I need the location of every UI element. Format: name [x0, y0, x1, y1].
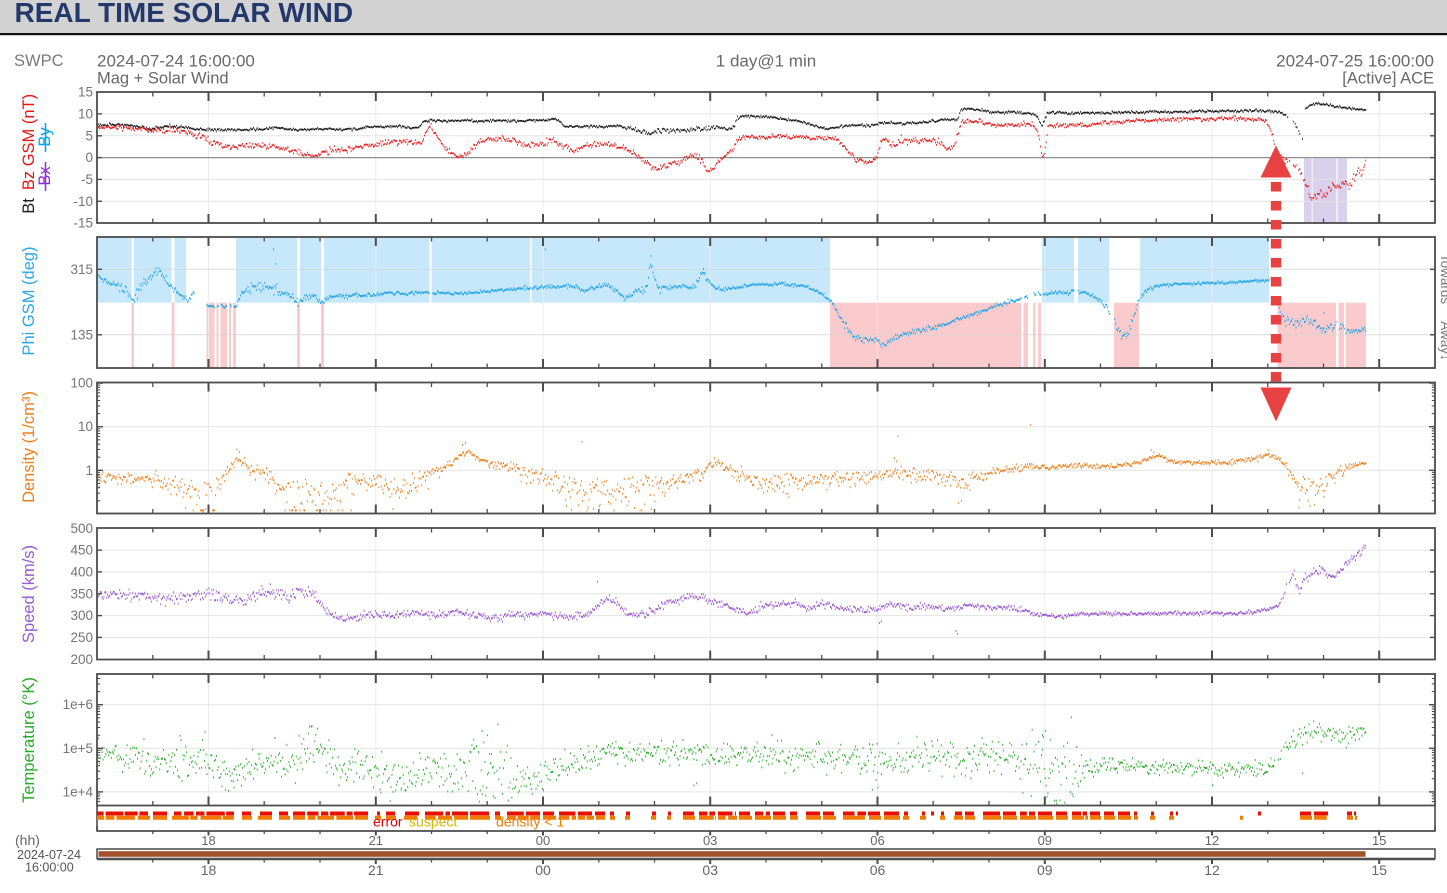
svg-text:09: 09 — [1038, 833, 1052, 848]
svg-text:06: 06 — [870, 833, 884, 848]
svg-text:315: 315 — [70, 262, 93, 277]
svg-text:-15: -15 — [73, 216, 93, 231]
svg-text:Bz GSM (nT): Bz GSM (nT) — [20, 94, 38, 190]
svg-text:Mag + Solar Wind: Mag + Solar Wind — [97, 70, 229, 88]
svg-text:09: 09 — [1037, 862, 1053, 878]
svg-text:2024-07-24 16:00:00: 2024-07-24 16:00:00 — [97, 52, 255, 71]
svg-text:Away↓: Away↓ — [1438, 321, 1447, 361]
svg-text:10: 10 — [78, 106, 93, 121]
svg-text:15: 15 — [1372, 833, 1386, 848]
svg-text:12: 12 — [1204, 862, 1220, 878]
svg-text:10: 10 — [78, 419, 93, 434]
svg-text:REAL TIME SOLAR WIND: REAL TIME SOLAR WIND — [15, 0, 354, 28]
svg-text:Towards: Towards — [1438, 254, 1447, 305]
svg-text:1e+5: 1e+5 — [63, 741, 93, 756]
svg-text:03: 03 — [702, 862, 718, 878]
svg-text:2024-07-25 16:00:00: 2024-07-25 16:00:00 — [1276, 52, 1434, 71]
svg-text:250: 250 — [70, 630, 93, 645]
svg-text:Phi GSM (deg): Phi GSM (deg) — [20, 246, 38, 355]
svg-text:200: 200 — [70, 652, 93, 667]
svg-text:(hh): (hh) — [15, 832, 40, 848]
svg-text:5: 5 — [85, 128, 93, 143]
svg-text:00: 00 — [536, 833, 550, 848]
svg-text:00: 00 — [535, 862, 551, 878]
svg-text:-10: -10 — [73, 194, 93, 209]
svg-text:suspect: suspect — [409, 814, 457, 830]
svg-text:15: 15 — [1371, 862, 1387, 878]
svg-text:1e+6: 1e+6 — [63, 697, 93, 712]
svg-text:06: 06 — [870, 862, 886, 878]
svg-text:1: 1 — [85, 463, 93, 478]
svg-text:Speed (km/s): Speed (km/s) — [20, 545, 38, 643]
svg-text:Bt: Bt — [20, 198, 38, 214]
svg-text:350: 350 — [70, 586, 93, 601]
svg-text:500: 500 — [70, 521, 93, 536]
svg-text:12: 12 — [1205, 833, 1219, 848]
svg-text:21: 21 — [369, 833, 383, 848]
svg-text:100: 100 — [70, 376, 93, 391]
svg-text:450: 450 — [70, 543, 93, 558]
svg-text:1 day@1 min: 1 day@1 min — [716, 52, 816, 71]
svg-text:21: 21 — [368, 862, 384, 878]
svg-text:03: 03 — [703, 833, 717, 848]
svg-text:18: 18 — [201, 833, 215, 848]
svg-text:density < 1: density < 1 — [496, 814, 564, 830]
svg-text:2024-07-24: 2024-07-24 — [17, 848, 81, 862]
svg-text:-5: -5 — [81, 172, 93, 187]
svg-text:Temperature (°K): Temperature (°K) — [20, 677, 38, 803]
svg-text:Density (1/cm³): Density (1/cm³) — [20, 391, 38, 503]
svg-text:1e+4: 1e+4 — [63, 784, 94, 799]
svg-text:135: 135 — [70, 327, 93, 342]
svg-text:error: error — [373, 814, 403, 830]
svg-text:400: 400 — [70, 564, 93, 579]
svg-text:300: 300 — [70, 608, 93, 623]
svg-text:18: 18 — [201, 862, 217, 878]
svg-text:SWPC: SWPC — [14, 52, 64, 70]
svg-text:0: 0 — [85, 150, 93, 165]
svg-text:16:00:00: 16:00:00 — [25, 861, 74, 875]
svg-text:[Active] ACE: [Active] ACE — [1342, 70, 1434, 88]
svg-text:15: 15 — [78, 85, 93, 100]
